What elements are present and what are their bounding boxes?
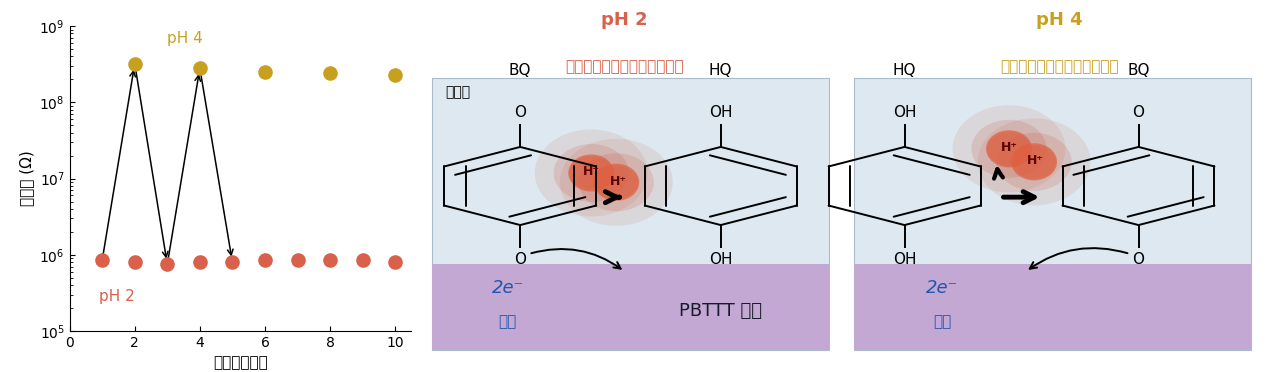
X-axis label: 繰り返し回数: 繰り返し回数 — [213, 356, 268, 371]
Point — [385, 72, 405, 78]
Text: O: O — [514, 105, 527, 120]
Point — [190, 65, 210, 71]
FancyBboxPatch shape — [855, 78, 1251, 350]
Point — [92, 257, 113, 263]
Text: HQ: HQ — [893, 63, 917, 78]
Point — [254, 257, 275, 263]
FancyBboxPatch shape — [855, 264, 1251, 350]
Text: 2e⁻: 2e⁻ — [927, 279, 958, 297]
Ellipse shape — [996, 133, 1071, 191]
Ellipse shape — [594, 165, 638, 199]
Text: H⁺: H⁺ — [1000, 141, 1018, 154]
Ellipse shape — [594, 164, 639, 201]
Text: 電子: 電子 — [499, 314, 517, 329]
Text: H⁺: H⁺ — [582, 165, 600, 177]
Point — [190, 259, 210, 265]
Text: pH 4: pH 4 — [167, 31, 203, 46]
Ellipse shape — [553, 144, 629, 202]
Ellipse shape — [987, 132, 1031, 166]
Point — [287, 257, 308, 263]
Point — [223, 259, 243, 265]
Text: ホール密度減少、抗抗値増大: ホール密度減少、抗抗値増大 — [1000, 60, 1118, 74]
Ellipse shape — [570, 156, 613, 190]
Text: O: O — [514, 252, 527, 267]
Point — [320, 257, 341, 263]
Text: HQ: HQ — [709, 63, 733, 78]
FancyArrowPatch shape — [1029, 248, 1128, 269]
Y-axis label: 抗抗値 (Ω): 抗抗値 (Ω) — [19, 151, 34, 206]
Text: 2e⁻: 2e⁻ — [491, 279, 524, 297]
Text: OH: OH — [709, 105, 733, 120]
FancyArrowPatch shape — [532, 249, 620, 269]
Text: ホール密度増大、抗抗値減少: ホール密度増大、抗抗値減少 — [566, 60, 684, 74]
Point — [124, 259, 144, 265]
Ellipse shape — [560, 139, 672, 226]
FancyArrowPatch shape — [994, 169, 1003, 179]
Ellipse shape — [971, 120, 1047, 178]
Point — [254, 69, 275, 75]
Ellipse shape — [568, 154, 614, 192]
Ellipse shape — [1012, 145, 1056, 179]
Ellipse shape — [534, 129, 648, 217]
Text: O: O — [1133, 105, 1144, 120]
Point — [157, 262, 177, 267]
Text: O: O — [1133, 252, 1144, 267]
Point — [352, 257, 372, 263]
Text: PBTTT 薄膜: PBTTT 薄膜 — [680, 302, 762, 320]
Text: 電子: 電子 — [933, 314, 951, 329]
FancyBboxPatch shape — [433, 78, 829, 350]
FancyArrowPatch shape — [1004, 192, 1034, 203]
Point — [320, 70, 341, 76]
Text: 水溶液: 水溶液 — [446, 86, 470, 100]
Text: OH: OH — [709, 252, 733, 267]
Text: OH: OH — [893, 252, 917, 267]
Text: H⁺: H⁺ — [1027, 154, 1044, 167]
Text: OH: OH — [893, 105, 917, 120]
Ellipse shape — [1012, 143, 1057, 180]
Point — [124, 61, 144, 67]
Text: pH 2: pH 2 — [601, 11, 648, 29]
FancyBboxPatch shape — [433, 264, 829, 350]
Ellipse shape — [986, 130, 1032, 167]
Text: BQ: BQ — [1127, 63, 1150, 78]
Ellipse shape — [977, 118, 1090, 205]
Point — [385, 259, 405, 265]
Text: pH 2: pH 2 — [99, 289, 134, 304]
Ellipse shape — [579, 153, 655, 211]
Text: H⁺: H⁺ — [609, 175, 627, 188]
Text: BQ: BQ — [509, 63, 532, 78]
Text: pH 4: pH 4 — [1036, 11, 1082, 29]
Ellipse shape — [952, 105, 1066, 192]
